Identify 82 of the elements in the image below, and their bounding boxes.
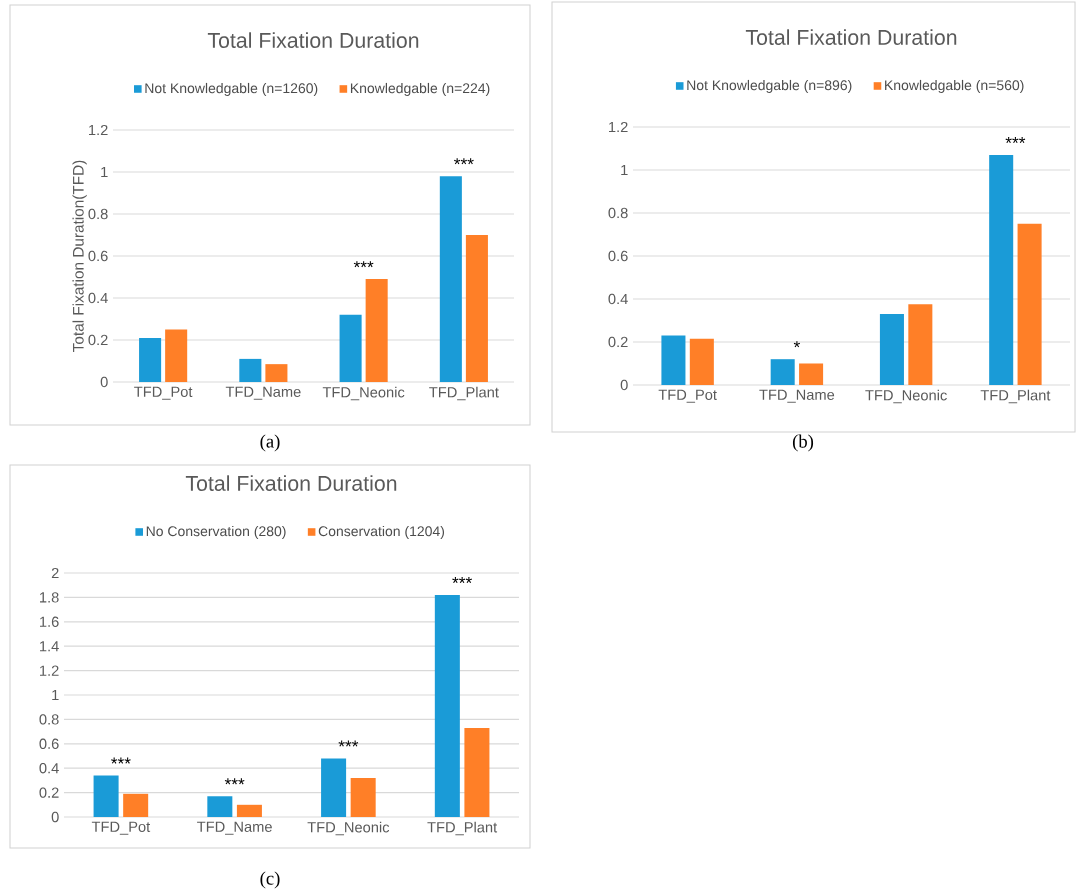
y-tick-label: 1.8 <box>40 592 59 603</box>
bar <box>350 777 376 817</box>
bar <box>434 594 460 817</box>
x-tick-label: TFD_Pot <box>134 386 193 400</box>
chart-title: Total Fixation Duration <box>185 475 397 491</box>
bar <box>123 793 149 817</box>
bar <box>207 796 233 817</box>
annotation: *** <box>452 576 472 584</box>
y-tick-label: 0.4 <box>39 763 59 774</box>
annotation: *** <box>353 261 374 268</box>
y-tick-label: 1.2 <box>89 124 108 136</box>
bar <box>465 234 488 382</box>
y-tick-label: 0.2 <box>39 787 59 798</box>
x-tick-label: TFD_Pot <box>658 389 717 403</box>
text: (c) <box>260 871 280 889</box>
legend-label: Conservation (1204) <box>318 525 445 539</box>
bar <box>365 279 388 382</box>
annotation: *** <box>338 740 359 747</box>
legend-label: Not Knowledgable (n=896) <box>687 79 852 93</box>
y-tick-label: 1.2 <box>40 665 59 676</box>
text: (b) <box>792 434 814 452</box>
text: (a) <box>260 434 280 452</box>
x-tick-label: TFD_Neonic <box>865 389 947 404</box>
annotation: *** <box>224 778 245 785</box>
x-tick-label: TFD_Name <box>759 389 835 403</box>
bar <box>770 359 795 385</box>
annotation: *** <box>111 757 131 764</box>
annotation: *** <box>454 158 474 165</box>
y-tick-label: 0 <box>620 379 628 391</box>
y-axis-title: Total Fixation Duration(TFD) <box>72 160 87 352</box>
x-tick-label: TFD_Name <box>225 386 301 400</box>
x-tick-label: TFD_Neonic <box>307 821 390 836</box>
x-tick-label: TFD_Name <box>197 821 272 835</box>
bar <box>236 804 262 817</box>
y-tick-label: 0 <box>100 376 108 388</box>
x-tick-label: TFD_Plant <box>429 386 499 401</box>
bar <box>879 314 904 385</box>
y-tick-label: 1 <box>101 166 108 178</box>
y-tick-label: 0.6 <box>608 250 628 262</box>
x-tick-label: TFD_Plant <box>427 821 498 836</box>
x-tick-label: TFD_Pot <box>91 821 151 835</box>
y-tick-label: 1.2 <box>609 121 628 133</box>
bar <box>239 358 262 382</box>
legend-label: Knowledgable (n=224) <box>350 82 490 96</box>
bar <box>989 154 1014 385</box>
y-tick-label: 0 <box>51 811 59 823</box>
y-tick-label: 1 <box>52 689 59 701</box>
legend-label: No Conservation (280) <box>146 525 286 539</box>
bar <box>265 364 288 382</box>
y-tick-label: 0.4 <box>608 293 628 305</box>
bar <box>799 363 824 385</box>
annotation: *** <box>1005 136 1026 144</box>
bar <box>1017 223 1042 385</box>
bar <box>93 775 119 817</box>
x-tick-label: TFD_Neonic <box>322 386 405 401</box>
x-tick-label: TFD_Plant <box>980 389 1051 404</box>
bar <box>339 314 362 382</box>
bar <box>139 337 162 382</box>
chart-title: Total Fixation Duration <box>207 32 419 48</box>
y-tick-label: 0.2 <box>88 334 108 346</box>
y-tick-label: 1 <box>621 164 628 176</box>
legend-label: Knowledgable (n=560) <box>885 79 1024 93</box>
bar <box>439 176 462 382</box>
y-tick-label: 0.6 <box>39 738 59 749</box>
y-tick-label: 2 <box>51 567 59 579</box>
annotation: * <box>793 341 800 348</box>
y-tick-label: 0.8 <box>88 208 108 220</box>
y-tick-label: 0.6 <box>88 250 108 262</box>
y-tick-label: 1.6 <box>40 616 59 627</box>
y-tick-label: 0.8 <box>608 207 628 219</box>
bar <box>689 338 714 385</box>
y-tick-label: 0.2 <box>608 336 628 348</box>
bar <box>908 304 933 385</box>
bar <box>321 758 347 817</box>
y-tick-label: 0.8 <box>39 714 59 725</box>
legend-label: Not Knowledgable (n=1260) <box>145 82 318 96</box>
bar <box>464 727 490 817</box>
bar <box>661 335 686 385</box>
bar <box>165 329 188 382</box>
chart-title: Total Fixation Duration <box>745 29 957 45</box>
y-tick-label: 0.4 <box>88 292 108 304</box>
y-tick-label: 1.4 <box>40 641 59 652</box>
